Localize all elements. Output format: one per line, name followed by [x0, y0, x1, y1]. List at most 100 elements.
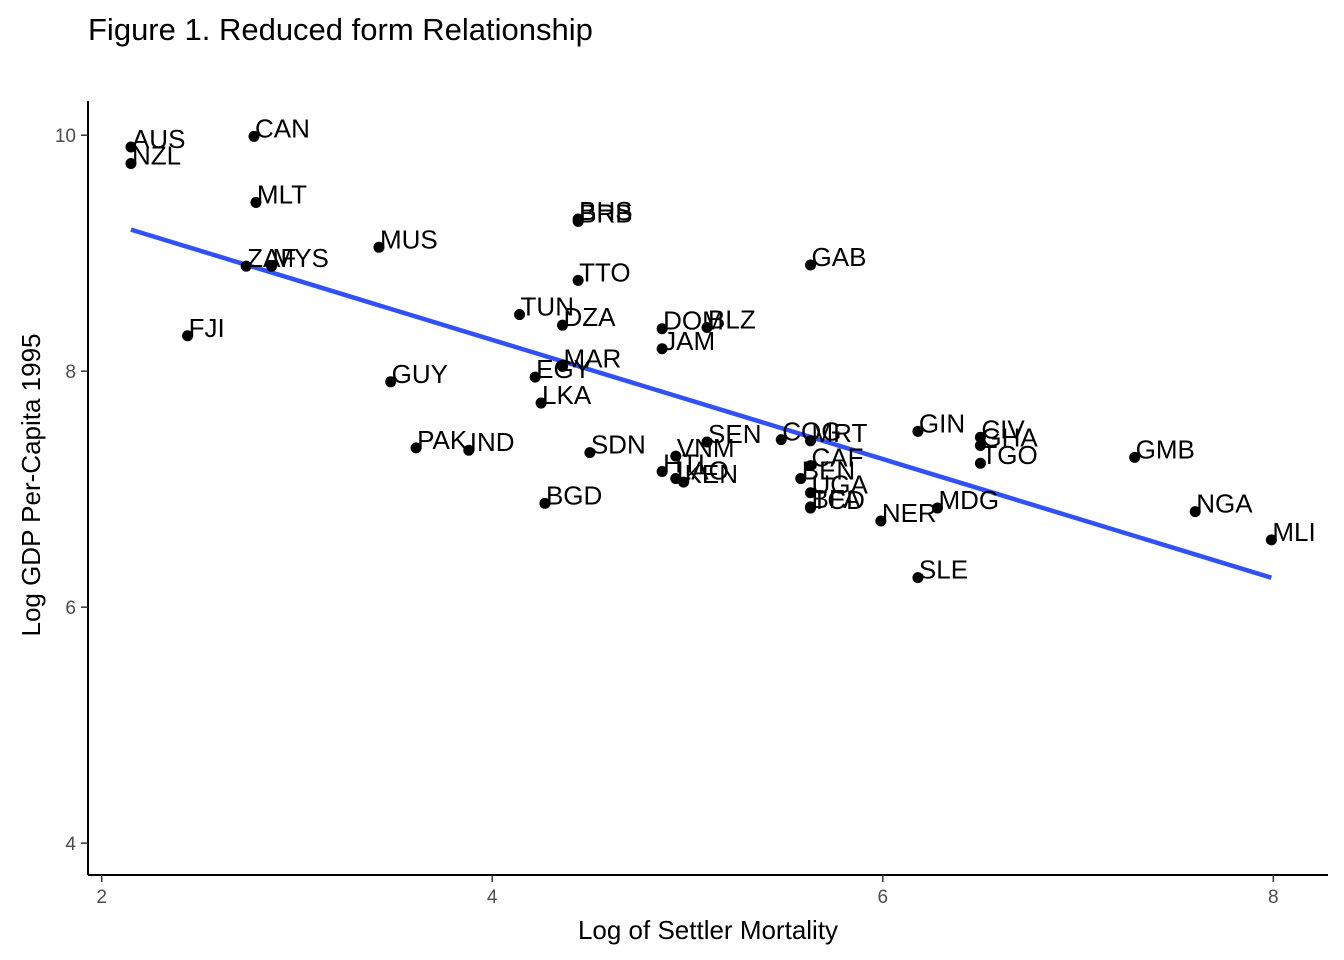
- point-label: BLZ: [708, 305, 756, 335]
- data-point: [1189, 506, 1201, 518]
- data-point: [410, 442, 422, 454]
- x-axis-title: Log of Settler Mortality: [578, 915, 838, 945]
- data-point: [572, 215, 584, 227]
- data-point: [248, 130, 260, 142]
- x-tick-label: 6: [877, 887, 888, 908]
- point-label: MUS: [380, 224, 438, 254]
- data-point: [670, 450, 682, 462]
- point-label: GHA: [981, 423, 1038, 453]
- point-label: CIV: [981, 414, 1025, 444]
- point-label: GIN: [919, 408, 965, 438]
- data-point: [1265, 534, 1277, 546]
- point-label: FJI: [189, 313, 225, 343]
- data-point: [912, 425, 924, 437]
- y-tick-label: 10: [55, 126, 76, 147]
- point-label: NZL: [132, 141, 181, 171]
- chart-title: Figure 1. Reduced form Relationship: [88, 12, 593, 47]
- data-point: [125, 158, 137, 170]
- point-label: GAB: [812, 242, 867, 272]
- point-label: IND: [470, 427, 515, 457]
- data-point: [805, 259, 817, 271]
- point-label: COG: [782, 417, 841, 447]
- data-point: [557, 360, 569, 372]
- data-point: [514, 309, 526, 321]
- point-label: SLE: [919, 555, 968, 585]
- y-tick-label: 4: [65, 834, 76, 855]
- point-label: UGA: [812, 470, 869, 500]
- data-point: [775, 434, 787, 446]
- point-label: SEN: [708, 419, 761, 449]
- axes: 2 4 6 8 4 6 8 10: [55, 101, 1328, 908]
- y-tick-label: 6: [65, 598, 76, 619]
- point-label: BFA: [812, 484, 862, 514]
- fit-line-group: [130, 227, 1273, 580]
- point-label: MLT: [257, 179, 307, 209]
- data-point: [795, 473, 807, 485]
- points-group: [125, 130, 1277, 584]
- data-point: [701, 322, 713, 334]
- point-label: TGO: [981, 440, 1037, 470]
- data-point: [385, 376, 397, 388]
- point-label: MDG: [938, 485, 999, 515]
- data-point: [875, 515, 887, 527]
- data-point: [656, 465, 668, 477]
- data-point: [805, 502, 817, 514]
- point-label: NER: [882, 498, 937, 528]
- data-point: [539, 497, 551, 509]
- point-label: MRT: [812, 418, 868, 448]
- data-point: [125, 141, 137, 153]
- data-point: [535, 397, 547, 409]
- data-point: [805, 460, 817, 472]
- data-point: [974, 440, 986, 452]
- point-label: PAK: [417, 425, 468, 455]
- point-label: KEN: [685, 459, 738, 489]
- fit-line: [130, 227, 1273, 580]
- point-label: BRB: [579, 198, 632, 228]
- x-tick-label: 4: [487, 887, 498, 908]
- point-label: DZA: [564, 302, 617, 332]
- point-label: GUY: [392, 359, 448, 389]
- point-label: GMB: [1136, 434, 1195, 464]
- data-point: [701, 436, 713, 448]
- x-tick-label: 2: [96, 887, 107, 908]
- data-point: [656, 343, 668, 355]
- data-point: [250, 196, 262, 208]
- x-tick-label: 8: [1268, 887, 1279, 908]
- data-point: [805, 435, 817, 447]
- point-label: VNM: [677, 433, 735, 463]
- point-label: EGY: [536, 354, 591, 384]
- data-point: [240, 260, 252, 272]
- point-label: NGA: [1196, 489, 1253, 519]
- data-point: [182, 330, 194, 342]
- point-label: TCD: [812, 485, 865, 515]
- data-point: [266, 260, 278, 272]
- point-label: MLI: [1272, 517, 1315, 547]
- point-label: LKA: [542, 380, 592, 410]
- data-point: [584, 447, 596, 459]
- point-label: ZAF: [247, 243, 296, 273]
- y-axis-title: Log GDP Per-Capita 1995: [16, 333, 46, 636]
- point-label: MYS: [273, 243, 329, 273]
- point-label: HTI: [663, 448, 705, 478]
- data-point: [463, 444, 475, 456]
- data-point: [572, 274, 584, 286]
- point-label: BHS: [579, 196, 632, 226]
- point-label: AUS: [132, 124, 185, 154]
- point-label: DOM: [663, 306, 724, 336]
- data-point: [529, 371, 541, 383]
- point-label: JAM: [663, 326, 715, 356]
- point-label: MAR: [564, 343, 622, 373]
- point-label: SDN: [591, 430, 646, 460]
- point-label: BEN: [802, 456, 855, 486]
- data-point: [974, 457, 986, 469]
- point-label: CAN: [255, 113, 310, 143]
- data-point: [912, 572, 924, 584]
- point-label: LAO: [677, 456, 729, 486]
- point-label: TUN: [521, 292, 574, 322]
- data-point: [974, 431, 986, 443]
- point-label: TTO: [579, 257, 631, 287]
- data-point: [931, 502, 943, 514]
- data-point: [805, 487, 817, 499]
